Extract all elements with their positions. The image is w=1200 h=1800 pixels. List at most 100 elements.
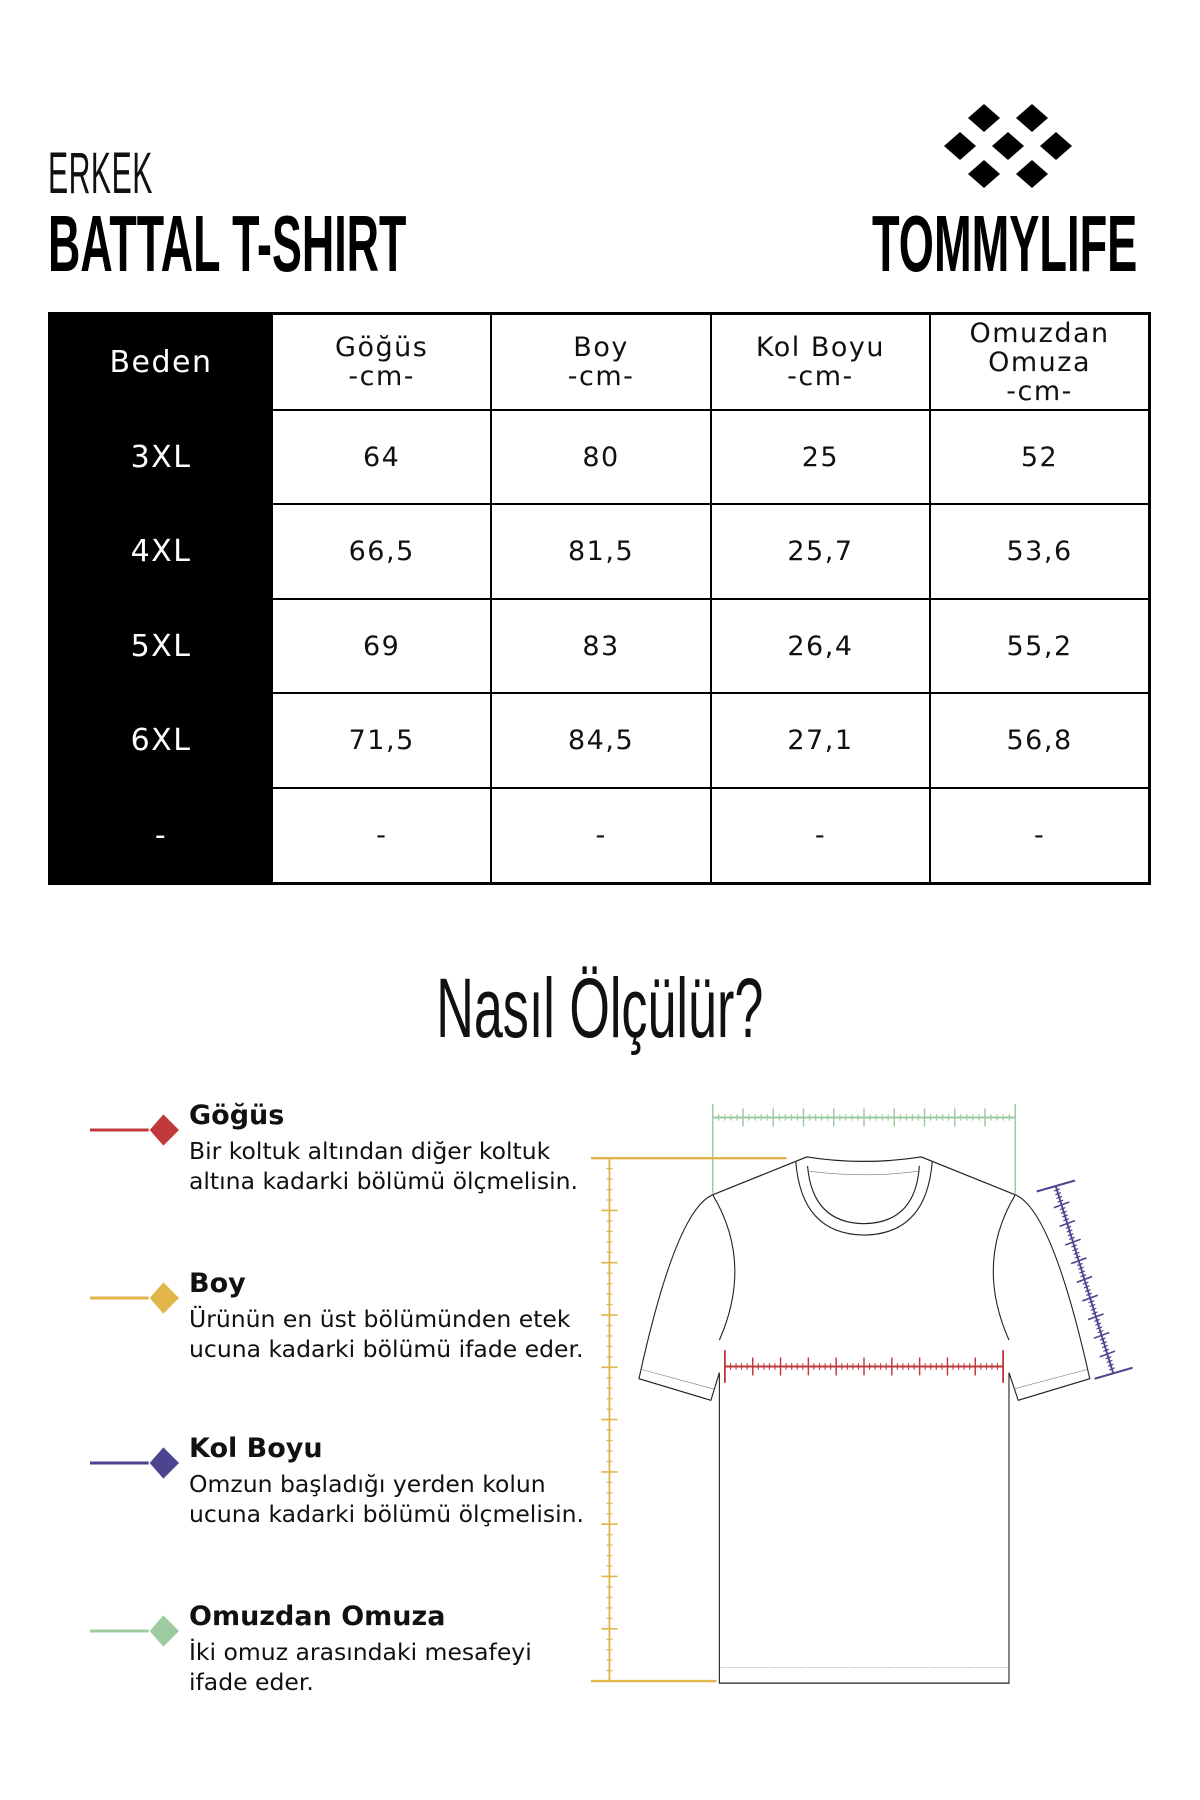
sleeve-ruler-tick [1076, 1275, 1093, 1284]
header-unit: -cm- [787, 361, 854, 392]
measure-cell: 64 [270, 408, 493, 506]
size-cell: 3XL [48, 408, 273, 506]
sleeve-ruler-tick [1056, 1195, 1063, 1200]
header-gogus: Göğüs -cm- [270, 312, 493, 411]
sleeve-ruler-tick [1082, 1281, 1089, 1285]
measure-cell: 26,4 [709, 597, 932, 695]
sleeve-ruler-tick [1054, 1188, 1060, 1192]
sleeve-ruler-tick [1079, 1270, 1086, 1274]
measure-cell: 56,8 [929, 692, 1151, 789]
size-cell: - [48, 786, 273, 885]
measure-cell: - [709, 786, 932, 885]
header-omuzdan-omuza: Omuzdan Omuza -cm- [929, 312, 1151, 411]
sleeve-ruler-tick [1066, 1229, 1073, 1233]
measure-cell: 71,5 [270, 692, 493, 789]
sleeve-ruler-tick [1102, 1344, 1108, 1349]
legend-diamond-marker-icon [90, 1114, 180, 1146]
table-row: 4XL 66,5 81,5 25,7 53,6 [48, 503, 1151, 600]
sleeve-ruler-tick [1053, 1201, 1070, 1209]
sleeve-ruler-tick [1100, 1341, 1107, 1345]
header-label: Omuzdan [969, 317, 1110, 349]
measure-cell: 69 [270, 597, 493, 695]
sleeve-ruler-tick [1105, 1356, 1112, 1360]
sleeve-ruler-tick [1099, 1350, 1116, 1358]
header-label: Boy [573, 332, 629, 363]
measure-cell: - [929, 786, 1151, 885]
measure-cell: - [490, 786, 712, 885]
measure-cell: 25,7 [709, 503, 932, 600]
measure-cell: 55,2 [929, 597, 1151, 695]
sleeve-ruler-tick [1089, 1303, 1096, 1308]
sleeve-ruler-tick [1096, 1326, 1103, 1330]
header-beden: Beden [48, 312, 273, 411]
header-label: Omuza [988, 346, 1091, 378]
sleeve-ruler-tick [1065, 1238, 1081, 1246]
how-to-measure-title-text: Nasıl Ölçülür? [436, 961, 764, 1055]
sleeve-ruler-tick [1088, 1300, 1095, 1304]
header-label: Beden [109, 344, 213, 380]
legend-title: Göğüs [189, 1100, 285, 1131]
measure-cell: 53,6 [929, 503, 1151, 600]
sleeve-ruler-tick [1087, 1313, 1104, 1321]
sleeve-ruler-tick [1059, 1219, 1076, 1228]
header-unit: -cm- [1006, 375, 1073, 407]
sleeve-ruler-tick [1086, 1292, 1092, 1296]
sleeve-ruler-tick [1095, 1322, 1102, 1326]
sleeve-ruler-tick [1073, 1251, 1080, 1255]
sleeve-ruler-tick [1091, 1311, 1098, 1315]
table-row: 3XL 64 80 25 52 [48, 408, 1151, 506]
size-cell: 4XL [48, 503, 273, 600]
legend-diamond-marker-icon [90, 1282, 180, 1314]
sleeve-ruler-tick [1097, 1329, 1104, 1334]
tshirt-outline [638, 1156, 1091, 1684]
page-subtitle: ERKEK [48, 141, 153, 206]
sleeve-ruler-tick [1082, 1294, 1099, 1302]
sleeve-ruler-tick [1065, 1225, 1072, 1229]
tshirt-measurement-diagram [591, 1104, 1133, 1684]
sleeve-ruler-tick [1107, 1363, 1114, 1367]
page-title: BATTAL T-SHIRT [48, 199, 407, 288]
header-kol-boyu: Kol Boyu -cm- [709, 312, 932, 411]
measure-cell: 80 [490, 408, 712, 506]
measure-cell: 66,5 [270, 503, 493, 600]
sleeve-ruler-tick [1070, 1257, 1087, 1265]
sleeve-ruler-tick [1057, 1199, 1064, 1203]
table-header-row: Beden Göğüs -cm- Boy -cm- Kol Boyu -cm- Omu… [48, 312, 1151, 411]
legend-title: Omuzdan Omuza [189, 1601, 446, 1632]
sleeve-ruler-tick [1084, 1288, 1091, 1293]
sleeve-ruler-tick [1055, 1192, 1062, 1196]
sleeve-ruler-cap [1094, 1366, 1133, 1380]
legend-diamond-marker-icon [90, 1615, 180, 1647]
sleeve-ruler-tick [1072, 1247, 1079, 1252]
table-row: 6XL 71,5 84,5 27,1 56,8 [48, 692, 1151, 789]
sleeve-ruler-tick [1099, 1337, 1106, 1341]
measure-cell: 52 [929, 408, 1151, 506]
header-label: Göğüs [335, 332, 429, 363]
sleeve-ruler-tick [1108, 1367, 1115, 1371]
measure-cell: 83 [490, 597, 712, 695]
sleeve-ruler-tick [1074, 1255, 1081, 1259]
legend-description: Ürünün en üst bölümünden etek ucuna kada… [189, 1305, 584, 1363]
brand-name: TOMMYLIFE [872, 199, 1138, 288]
sleeve-ruler-tick [1063, 1218, 1070, 1222]
size-cell: 6XL [48, 692, 273, 789]
header-unit: -cm- [348, 361, 415, 392]
measure-cell: 81,5 [490, 503, 712, 600]
measure-cell: 25 [709, 408, 932, 506]
measure-cell: 84,5 [490, 692, 712, 789]
sleeve-ruler-tick [1094, 1318, 1100, 1323]
sleeve-ruler-tick [1093, 1331, 1110, 1339]
sleeve-ruler-tick [1078, 1266, 1084, 1270]
legend-description: Bir koltuk altından diğer koltuk altına … [189, 1137, 578, 1195]
sleeve-ruler-tick [1060, 1210, 1067, 1214]
diamond-cluster-logo-icon [944, 104, 1072, 188]
legend-description: Omzun başladığı yerden kolun ucuna kadar… [189, 1470, 585, 1528]
legend-description: İki omuz arasındaki mesafeyi ifade eder. [189, 1638, 532, 1696]
size-table: Beden Göğüs -cm- Boy -cm- Kol Boyu -cm- Omu… [48, 312, 1151, 885]
sleeve-ruler-cap [1036, 1179, 1076, 1193]
sleeve-ruler-tick [1083, 1285, 1090, 1289]
sleeve-ruler-tick [1071, 1244, 1078, 1248]
sleeve-ruler-tick [1106, 1359, 1113, 1364]
sleeve-ruler-tick [1103, 1348, 1110, 1352]
table-row: 5XL 69 83 26,4 55,2 [48, 597, 1151, 695]
